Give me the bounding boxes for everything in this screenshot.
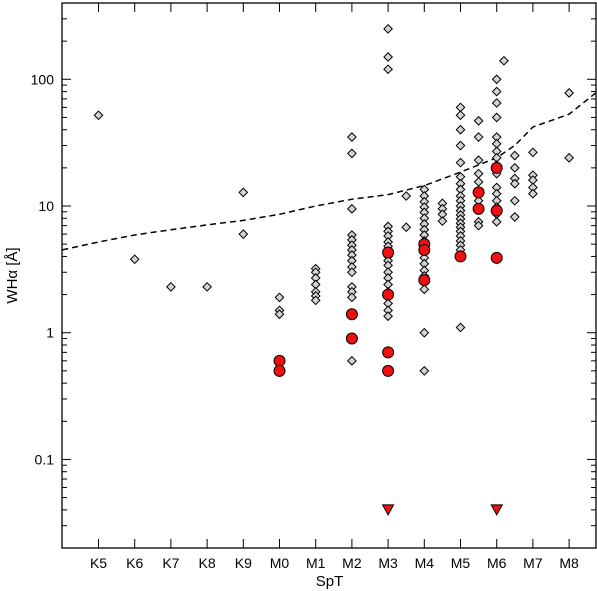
- y-tick-label: 100: [31, 71, 55, 87]
- diamond-point: [346, 132, 357, 142]
- diamond-point: [509, 162, 520, 173]
- red-circle-point: [273, 364, 286, 377]
- diamond-point: [93, 110, 104, 121]
- diamond-point: [455, 102, 466, 113]
- y-tick-label: 1: [46, 325, 54, 341]
- diamond-point: [455, 322, 466, 333]
- diamond-point: [509, 195, 520, 206]
- diamond-point: [473, 115, 484, 126]
- diamond-point: [383, 311, 394, 322]
- diamond-point: [509, 178, 520, 189]
- x-tick-label: K6: [126, 555, 143, 571]
- x-tick-label: M0: [270, 555, 290, 571]
- y-axis-title: WHα [Å]: [4, 247, 21, 303]
- y-axis-ticks: 0.1 1 10 100: [31, 2, 596, 549]
- red-circle-point: [454, 250, 467, 263]
- diamond-point: [238, 229, 249, 240]
- diamond-point: [383, 64, 394, 75]
- red-circle-point: [472, 202, 485, 215]
- diamond-point: [383, 23, 394, 34]
- diamond-point: [274, 292, 285, 303]
- red-circle-point: [418, 274, 431, 287]
- x-tick-label: K7: [162, 555, 179, 571]
- upper-limit-triangle: [490, 504, 504, 516]
- x-tick-label: M5: [451, 555, 471, 571]
- diamond-point: [419, 327, 430, 338]
- diamond-point: [383, 52, 394, 62]
- diamond-point: [346, 148, 357, 159]
- diamond-point: [473, 155, 484, 166]
- diamond-point: [527, 188, 538, 199]
- diamond-point: [346, 267, 357, 278]
- x-tick-label: M3: [378, 555, 398, 571]
- diamond-point: [238, 187, 249, 198]
- red-circle-point: [382, 346, 395, 359]
- diamond-point: [274, 309, 285, 320]
- diamond-point: [202, 281, 213, 292]
- diamond-point: [346, 203, 357, 214]
- diamond-point: [455, 124, 466, 135]
- diamond-point: [129, 254, 140, 265]
- diamond-point: [473, 132, 484, 142]
- diamond-point: [419, 365, 430, 376]
- diamond-point: [165, 281, 176, 292]
- red-circle-point: [472, 186, 485, 199]
- plot-border: [61, 2, 597, 549]
- diamond-point: [491, 86, 502, 97]
- red-circle-point: [382, 288, 395, 301]
- diamond-point: [491, 112, 502, 123]
- diamond-point: [491, 98, 502, 108]
- diamond-point: [401, 191, 412, 201]
- diamond-point: [509, 150, 520, 161]
- red-circle-point: [418, 243, 431, 256]
- plot-frame: [61, 2, 597, 549]
- diamond-point: [346, 355, 357, 366]
- diamond-point: [473, 168, 484, 179]
- diamond-point: [455, 140, 466, 151]
- x-tick-label: M6: [487, 555, 507, 571]
- red-circle-point: [382, 364, 395, 377]
- x-tick-label: M2: [342, 555, 362, 571]
- diamond-point: [491, 216, 502, 227]
- y-tick-label: 0.1: [35, 451, 55, 467]
- x-axis-title: SpT: [316, 573, 344, 590]
- upper-limit-triangle: [381, 504, 395, 516]
- y-tick-label: 10: [38, 198, 54, 214]
- x-tick-label: K8: [199, 555, 216, 571]
- red-circle-point: [273, 354, 286, 367]
- x-tick-label: K9: [235, 555, 252, 571]
- dashed-threshold-line: [62, 90, 597, 251]
- red-circle-point: [490, 204, 503, 217]
- diamond-point: [491, 74, 502, 85]
- red-circle-point: [490, 161, 503, 174]
- red-circle-point: [345, 308, 358, 321]
- diamond-point: [401, 222, 412, 233]
- red-circle-point: [490, 251, 503, 264]
- red-circle-point: [382, 246, 395, 259]
- diamond-point: [499, 55, 509, 66]
- x-tick-label: M7: [523, 555, 543, 571]
- x-tick-label: K5: [90, 555, 107, 571]
- diamond-point: [455, 110, 466, 121]
- x-axis-ticks: K5 K6 K7 K8 K9 M0 M1 M2 M3 M4 M5 M6 M7 M8: [90, 3, 579, 571]
- diamond-point: [455, 157, 466, 168]
- diamond-point: [473, 176, 484, 187]
- x-tick-label: M1: [306, 555, 326, 571]
- diamond-point: [473, 220, 484, 231]
- diamond-point: [509, 212, 520, 222]
- data-points: [93, 23, 575, 516]
- diamond-point: [310, 295, 321, 306]
- x-tick-label: M8: [559, 555, 579, 571]
- diamond-point: [437, 216, 448, 227]
- diamond-point: [346, 292, 357, 303]
- diamond-point: [564, 88, 575, 98]
- red-circle-point: [345, 332, 358, 345]
- diamond-point: [419, 284, 430, 295]
- threshold-curve: [62, 90, 597, 251]
- diamond-point: [564, 152, 575, 163]
- x-tick-label: M4: [415, 555, 435, 571]
- diamond-point: [527, 147, 538, 158]
